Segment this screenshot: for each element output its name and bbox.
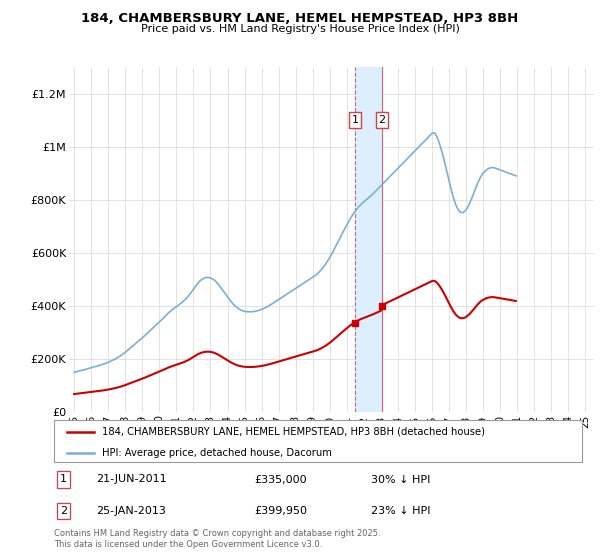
- Text: 2: 2: [379, 115, 386, 125]
- Text: 184, CHAMBERSBURY LANE, HEMEL HEMPSTEAD, HP3 8BH (detached house): 184, CHAMBERSBURY LANE, HEMEL HEMPSTEAD,…: [101, 427, 485, 437]
- Text: £335,000: £335,000: [254, 474, 307, 484]
- Text: 1: 1: [60, 474, 67, 484]
- Text: 23% ↓ HPI: 23% ↓ HPI: [371, 506, 430, 516]
- Text: 25-JAN-2013: 25-JAN-2013: [96, 506, 166, 516]
- Text: 1: 1: [352, 115, 358, 125]
- Bar: [355, 67, 382, 412]
- Text: Contains HM Land Registry data © Crown copyright and database right 2025.
This d: Contains HM Land Registry data © Crown c…: [54, 529, 380, 549]
- Text: HPI: Average price, detached house, Dacorum: HPI: Average price, detached house, Daco…: [101, 448, 331, 458]
- Text: 2: 2: [60, 506, 67, 516]
- Text: 21-JUN-2011: 21-JUN-2011: [96, 474, 167, 484]
- Text: Price paid vs. HM Land Registry's House Price Index (HPI): Price paid vs. HM Land Registry's House …: [140, 24, 460, 34]
- Text: 184, CHAMBERSBURY LANE, HEMEL HEMPSTEAD, HP3 8BH: 184, CHAMBERSBURY LANE, HEMEL HEMPSTEAD,…: [82, 12, 518, 25]
- FancyBboxPatch shape: [54, 420, 582, 462]
- Text: 30% ↓ HPI: 30% ↓ HPI: [371, 474, 430, 484]
- Text: £399,950: £399,950: [254, 506, 308, 516]
